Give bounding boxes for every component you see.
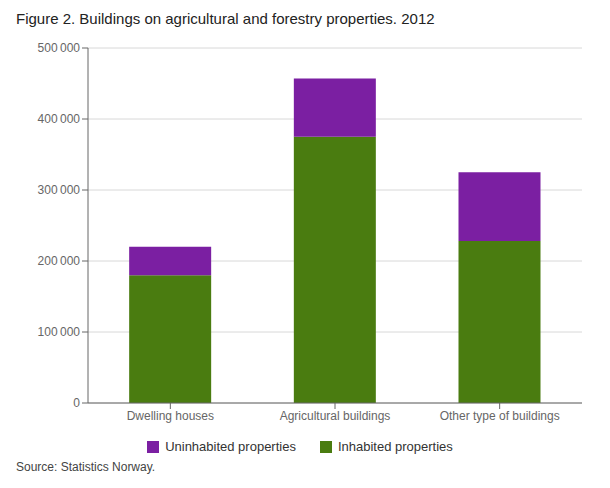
svg-text:200 000: 200 000 [38,254,81,268]
svg-text:Dwelling houses: Dwelling houses [127,409,214,423]
svg-text:300 000: 300 000 [38,183,81,197]
html-text:Figure 2. Buildings on agricul: Figure 2. Buildings on agricultural and … [16,10,435,27]
svg-text:0: 0 [73,396,80,410]
svg-text:Agricultural buildings: Agricultural buildings [280,409,391,423]
svg-text:Other type of buildings: Other type of buildings [440,409,560,423]
svg-text:400 000: 400 000 [38,112,81,126]
html-text:Uninhabited properties: Uninhabited properties [165,439,296,454]
svg-text:100 000: 100 000 [38,325,81,339]
html-text:Source: Statistics Norway.: Source: Statistics Norway. [16,460,156,474]
svg-text:500 000: 500 000 [38,41,81,55]
html-text:Inhabited properties: Inhabited properties [337,439,453,454]
